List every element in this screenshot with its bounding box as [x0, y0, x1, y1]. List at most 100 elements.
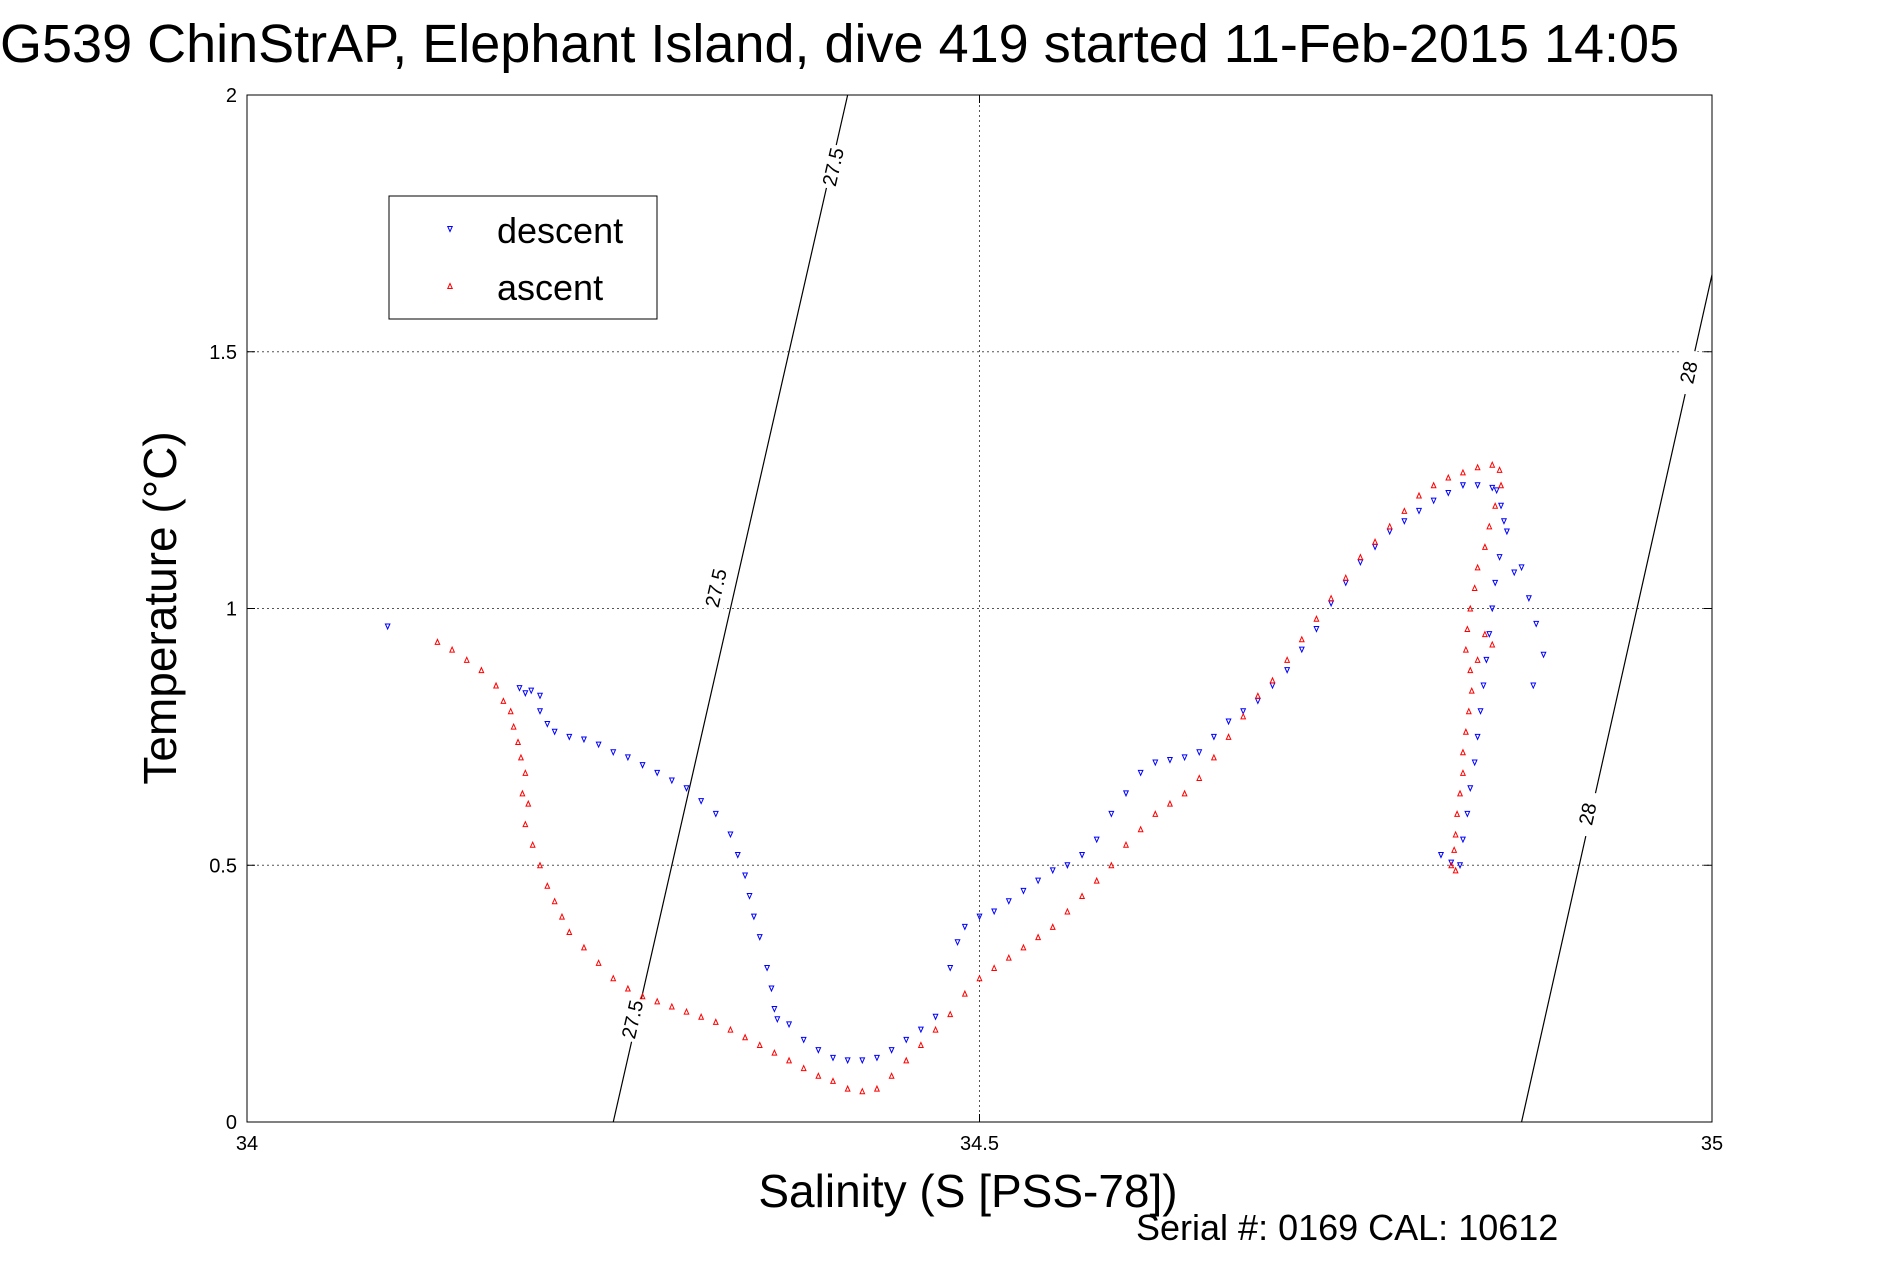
ascent-point	[991, 964, 998, 971]
legend-marker-ascent	[446, 282, 454, 289]
descent-point	[859, 1057, 866, 1065]
y-tick-label: 1	[226, 599, 237, 621]
descent-point	[654, 769, 661, 777]
descent-marker-icon	[446, 226, 454, 233]
ascent-point	[947, 1010, 954, 1018]
x-tick-label: 34.5	[960, 1133, 999, 1155]
contour-label-bg	[699, 563, 733, 613]
ascent-point	[610, 974, 617, 982]
descent-point	[1530, 682, 1537, 690]
descent-point	[800, 1036, 807, 1044]
ascent-point	[1152, 810, 1159, 817]
descent-point	[1464, 810, 1471, 818]
ascent-point	[463, 656, 470, 663]
descent-point	[522, 690, 529, 697]
ascent-point	[536, 861, 544, 869]
ascent-point	[1401, 507, 1408, 514]
ascent-point	[1415, 491, 1423, 499]
descent-point	[888, 1047, 895, 1054]
descent-point	[742, 872, 749, 880]
ascent-point	[727, 1025, 734, 1033]
ascent-point	[1313, 615, 1320, 622]
ascent-point	[1452, 830, 1459, 838]
ascent-point	[1196, 774, 1203, 781]
ascent-point	[558, 912, 565, 920]
descent-point	[683, 785, 690, 792]
descent-point	[1459, 836, 1466, 844]
contour-label-bg	[1570, 789, 1605, 838]
ascent-point	[1454, 810, 1461, 817]
descent-point	[1500, 518, 1507, 525]
descent-point	[764, 964, 771, 972]
descent-point	[536, 692, 544, 700]
descent-point	[1456, 862, 1464, 869]
descent-point	[727, 831, 734, 839]
ascent-point	[1064, 907, 1071, 915]
descent-point	[384, 623, 391, 631]
descent-point	[774, 1016, 781, 1024]
descent-point	[1496, 554, 1503, 561]
contour-label-bg	[816, 142, 850, 192]
ascent-point	[1445, 473, 1452, 481]
ascent-point	[903, 1056, 910, 1064]
descent-point	[1474, 733, 1481, 741]
ascent-point	[580, 943, 587, 951]
descent-point	[566, 733, 573, 741]
descent-point	[1492, 579, 1499, 587]
ascent-point	[1181, 789, 1188, 797]
contour-label: 28	[1676, 359, 1702, 386]
density-contour-line	[1520, 274, 1713, 1123]
y-tick-label: 2	[226, 85, 237, 107]
x-tick-label: 34	[236, 1133, 258, 1155]
contour-label-bg	[615, 995, 649, 1044]
ascent-point	[1357, 553, 1364, 561]
ascent-point	[1471, 584, 1478, 591]
ascent-point	[1474, 563, 1481, 571]
descent-point	[1035, 877, 1042, 885]
descent-point	[1489, 605, 1496, 613]
y-tick-label: 0.5	[209, 855, 237, 877]
ascent-point	[449, 645, 456, 653]
descent-point	[1137, 769, 1144, 777]
ascent-point	[493, 681, 500, 689]
ascent-point	[1225, 733, 1232, 740]
ascent-point	[1254, 692, 1261, 699]
ascent-point	[1079, 892, 1086, 900]
ascent-point	[1328, 594, 1335, 602]
ascent-point	[698, 1013, 705, 1020]
grid	[247, 95, 1712, 1122]
descent-point	[1474, 482, 1481, 489]
descent-point	[528, 687, 535, 695]
descent-point	[756, 934, 763, 941]
descent-point	[1448, 859, 1455, 867]
ascent-point	[1459, 748, 1466, 756]
descent-point	[829, 1054, 837, 1062]
ascent-marker-icon	[446, 282, 454, 289]
legend-label-ascent: ascent	[497, 267, 603, 308]
ascent-point	[888, 1072, 895, 1079]
ascent-point	[917, 1041, 924, 1048]
descent-point	[1049, 867, 1056, 875]
ascent-point	[507, 707, 514, 715]
descent-point	[768, 985, 775, 993]
descent-point	[1064, 862, 1071, 869]
ascent-point	[844, 1084, 851, 1092]
descent-point	[746, 893, 753, 900]
descent-point	[1477, 708, 1484, 715]
y-axis-label: Temperature (°C)	[134, 431, 186, 784]
ascent-point	[1049, 923, 1056, 930]
ascent-point	[595, 959, 602, 966]
ascent-point	[522, 769, 529, 776]
ascent-point	[529, 840, 536, 848]
ascent-point	[434, 638, 441, 645]
ascent-point	[1498, 481, 1505, 489]
descent-point	[815, 1047, 822, 1054]
descent-point	[771, 1006, 778, 1013]
ascent-point	[1467, 604, 1474, 612]
ascent-point	[1474, 656, 1481, 663]
ascent-point	[1481, 543, 1488, 550]
ascent-point	[1496, 466, 1503, 473]
ascent-point	[517, 753, 524, 761]
ascent-point	[1269, 676, 1276, 684]
